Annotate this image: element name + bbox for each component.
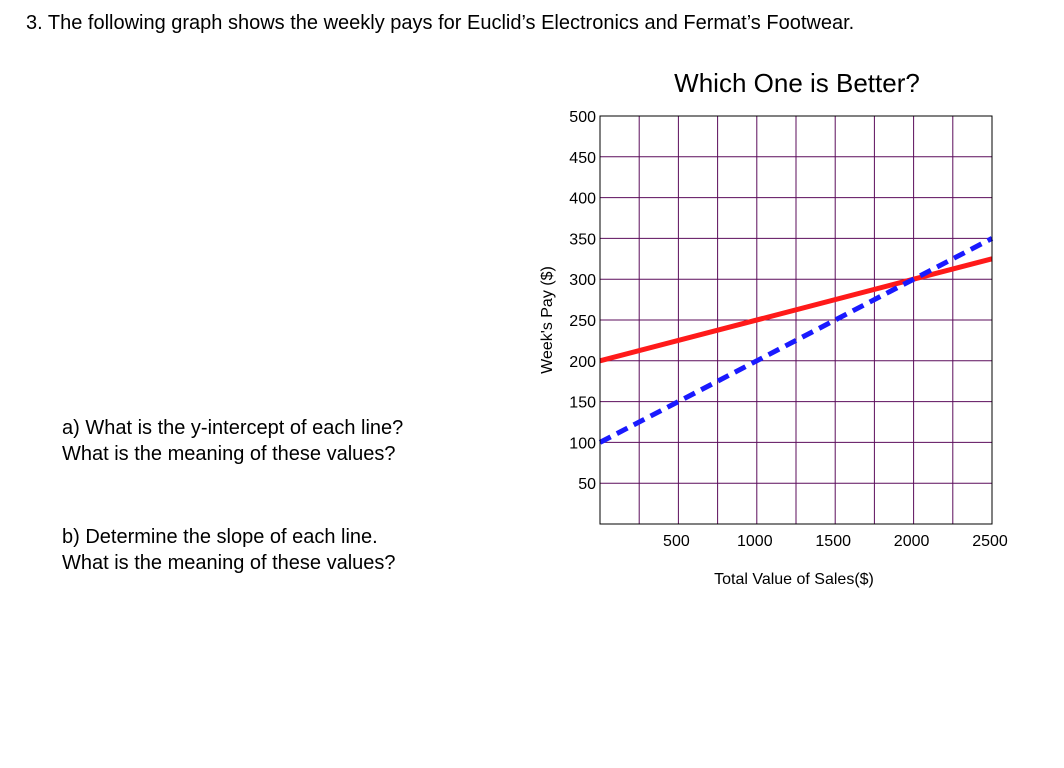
series-line-1-solid [599,256,993,364]
y-tick-label: 500 [569,109,596,126]
y-tick-label: 200 [569,354,596,371]
x-tick-label: 500 [663,533,690,550]
y-tick-label: 400 [569,191,596,208]
gridlines [600,116,992,524]
x-tick-labels: 500 1000 1500 2000 2500 [663,533,1008,550]
question-part-b-prompt: b) Determine the slope of each line. [62,526,378,548]
x-tick-label: 1000 [737,533,773,550]
y-tick-label: 250 [569,313,596,330]
question-part-a: a) What is the y-intercept of each line?… [62,415,403,467]
chart-title: Which One is Better? [674,68,920,98]
y-tick-labels: 50 100 150 200 250 300 350 400 450 500 [569,109,596,493]
plot-area [598,115,994,525]
question-heading: 3. The following graph shows the weekly … [26,12,855,34]
series-line-2-dashed [598,236,994,445]
plot-border [599,115,993,525]
series-layer [598,236,994,445]
question-part-a-followup: What is the meaning of these values? [62,443,396,465]
y-tick-label: 300 [569,272,596,289]
y-tick-label: 150 [569,395,596,412]
y-axis-label: Week's Pay ($) [539,266,556,374]
question-part-b-followup: What is the meaning of these values? [62,552,396,574]
y-tick-label: 100 [569,435,596,452]
question-part-a-prompt: a) What is the y-intercept of each line? [62,417,404,439]
x-axis-label: Total Value of Sales($) [714,571,874,588]
y-tick-label: 350 [569,231,596,248]
x-tick-label: 2000 [894,533,930,550]
question-part-b: b) Determine the slope of each line. Wha… [62,524,396,576]
x-tick-label: 1500 [815,533,851,550]
y-tick-label: 450 [569,150,596,167]
x-tick-label: 2500 [972,533,1008,550]
y-tick-label: 50 [578,476,596,493]
